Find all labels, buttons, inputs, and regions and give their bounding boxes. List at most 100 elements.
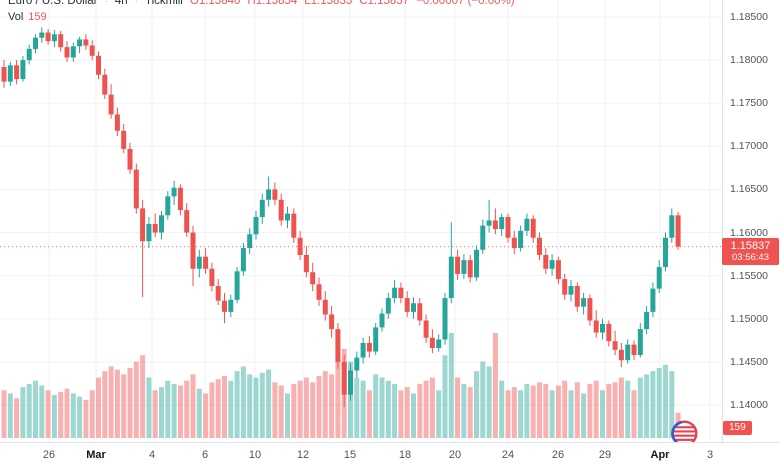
- candle-body: [492, 220, 498, 230]
- candle-body: [644, 311, 650, 330]
- volume-bar: [190, 374, 196, 438]
- volume-bar: [467, 387, 473, 438]
- candle-body: [593, 320, 599, 333]
- volume-bar: [669, 371, 675, 438]
- volume-bar: [385, 380, 391, 438]
- volume-bar: [442, 355, 448, 438]
- volume-bar: [222, 375, 227, 438]
- volume-axis-badge: 159: [723, 421, 752, 435]
- price-axis-label: 1.16500: [730, 183, 768, 196]
- candle-body: [366, 342, 372, 352]
- candle-body: [656, 267, 662, 289]
- candle-body: [467, 260, 473, 278]
- candle-body: [33, 37, 38, 49]
- candle-body: [625, 344, 631, 361]
- volume-bar: [322, 371, 328, 438]
- candle-body: [486, 220, 492, 226]
- candle-body: [102, 74, 108, 95]
- volume-bar: [366, 390, 372, 438]
- volume-bar: [429, 377, 435, 438]
- volume-bar: [637, 377, 643, 438]
- candle-body: [83, 39, 89, 46]
- last-price-value: 1.15837: [730, 240, 771, 252]
- volume-bar: [606, 383, 612, 438]
- candle-body: [14, 65, 20, 80]
- volume-bar: [146, 377, 152, 438]
- volume-bar: [562, 380, 568, 438]
- volume-bar: [102, 371, 108, 438]
- volume-row: Vol 159: [8, 11, 515, 23]
- candle-body: [480, 225, 486, 250]
- volume-bar: [266, 369, 272, 438]
- candle-body: [348, 370, 353, 395]
- symbol-title[interactable]: Euro / U.S. Dollar: [8, 0, 98, 7]
- candle-body: [663, 237, 668, 268]
- volume-bar: [253, 377, 259, 438]
- volume-bar: [618, 377, 624, 438]
- candlestick-chart-canvas[interactable]: [0, 0, 722, 442]
- candle-body: [140, 208, 146, 242]
- candle-body: [303, 254, 309, 273]
- volume-bar: [581, 393, 587, 438]
- volume-label[interactable]: Vol: [8, 11, 24, 23]
- candle-body: [555, 260, 561, 280]
- time-axis-label: 29: [598, 449, 612, 461]
- candle-body: [606, 323, 612, 342]
- candle-body: [404, 298, 410, 312]
- candle-body: [354, 357, 360, 371]
- candle-body: [215, 286, 221, 301]
- time-axis-label: Mar: [86, 449, 106, 461]
- candle-body: [285, 213, 290, 221]
- ohlc-close: C1.15837: [359, 0, 410, 7]
- candle-body: [474, 249, 479, 278]
- timeframe-label[interactable]: 4h: [114, 0, 128, 7]
- volume-bar: [656, 368, 662, 438]
- candle-body: [184, 210, 190, 233]
- volume-bar: [480, 361, 486, 438]
- volume-bar: [625, 380, 631, 438]
- volume-bar: [127, 368, 133, 438]
- time-axis[interactable]: 26 Mar 4 6 10 12 15 18 20 24 26 29 Apr 3: [0, 442, 780, 470]
- candle-body: [385, 298, 391, 314]
- candle-body: [291, 213, 297, 238]
- price-axis[interactable]: 1.18500 1.18000 1.17500 1.17000 1.16500 1.160…: [722, 0, 780, 442]
- volume-bar: [505, 390, 511, 438]
- volume-bar: [152, 390, 158, 438]
- volume-bar: [159, 387, 164, 438]
- candle-body: [222, 300, 227, 312]
- volume-bar: [663, 364, 668, 438]
- volume-bar: [121, 374, 127, 438]
- time-axis-label: 26: [551, 449, 565, 461]
- candle-body: [171, 187, 177, 197]
- volume-bar: [644, 374, 650, 438]
- volume-bar: [524, 383, 530, 438]
- volume-bar: [543, 383, 549, 438]
- candle-body: [524, 218, 530, 231]
- candle-body: [89, 45, 95, 56]
- volume-bar: [650, 371, 656, 438]
- candle-body: [58, 34, 64, 48]
- volume-bar: [436, 390, 442, 438]
- candle-body: [159, 215, 164, 233]
- candle-body: [45, 32, 51, 42]
- volume-bar: [423, 380, 429, 438]
- candle-body: [518, 230, 524, 249]
- volume-bar: [33, 380, 38, 438]
- time-axis-label: 24: [501, 449, 515, 461]
- candle-body: [417, 303, 423, 321]
- candle-body: [39, 32, 45, 38]
- candle-body: [461, 260, 467, 274]
- volume-bar: [45, 390, 51, 438]
- volume-bar: [492, 333, 498, 438]
- candle-body: [177, 187, 183, 211]
- price-axis-label: 1.14500: [730, 355, 768, 368]
- candle-body: [618, 349, 624, 361]
- time-axis-label: 18: [398, 449, 412, 461]
- volume-bar: [411, 393, 416, 438]
- volume-bar: [140, 355, 146, 438]
- volume-bar: [537, 382, 542, 438]
- volume-bar: [587, 383, 593, 438]
- symbol-row: Euro / U.S. Dollar · 4h · Tickmill O1.15…: [8, 0, 515, 7]
- time-axis-label: 4: [148, 449, 156, 461]
- candle-body: [51, 34, 57, 42]
